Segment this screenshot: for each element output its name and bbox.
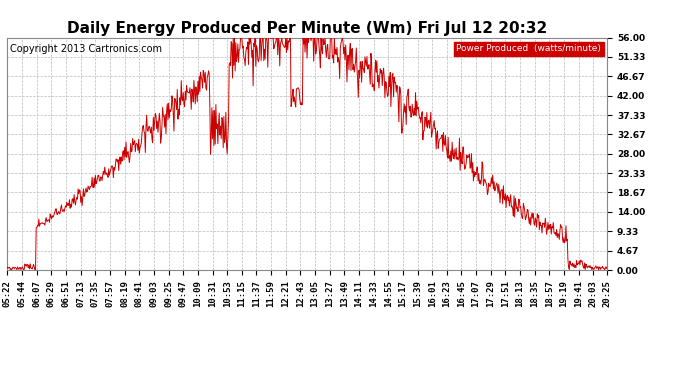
Title: Daily Energy Produced Per Minute (Wm) Fri Jul 12 20:32: Daily Energy Produced Per Minute (Wm) Fr… [67,21,547,36]
Text: Copyright 2013 Cartronics.com: Copyright 2013 Cartronics.com [10,45,162,54]
Text: Power Produced  (watts/minute): Power Produced (watts/minute) [456,45,601,54]
